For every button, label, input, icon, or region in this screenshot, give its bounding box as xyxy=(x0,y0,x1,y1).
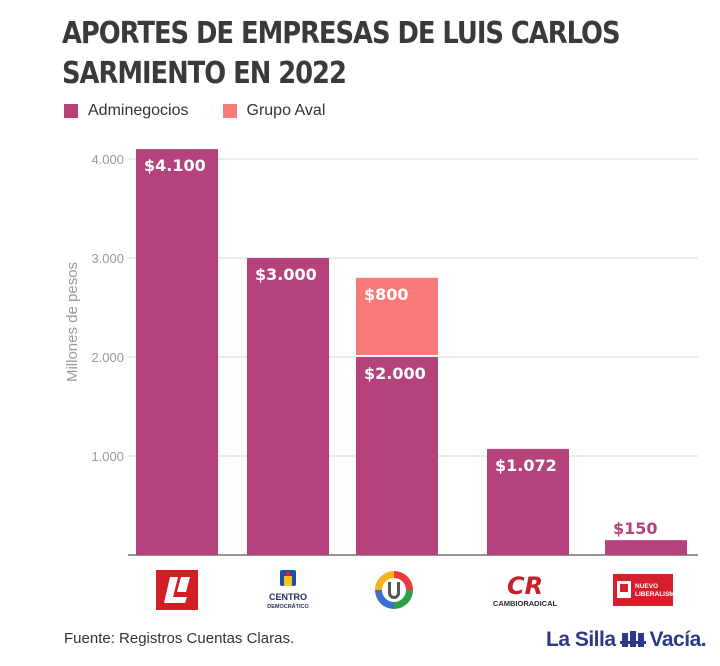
legend-label-grupo-aval: Grupo Aval xyxy=(246,102,326,119)
cambio-logo-text: CAMBIORADICAL xyxy=(493,599,558,608)
y-tick-label: 4.000 xyxy=(91,152,124,167)
data-label: $150 xyxy=(613,519,658,538)
logo-nuevo-liberalismo: NUEVO LIBERALISMO xyxy=(613,574,680,606)
chair-icon xyxy=(619,631,646,647)
legend-swatch-grupo-aval xyxy=(222,104,237,118)
title-line-2: SARMIENTO EN 2022 xyxy=(62,56,347,91)
logo-cambio-radical: CR CAMBIORADICAL xyxy=(493,572,558,608)
data-label: $3.000 xyxy=(255,265,317,284)
bar-grupo-aval-2 xyxy=(356,277,438,355)
bar-adminegocios-2 xyxy=(356,357,438,555)
bar-adminegocios-3 xyxy=(487,448,569,555)
logo-centro-democratico: CENTRO DEMOCRÁTICO xyxy=(267,570,309,610)
legend-swatch-adminegocios xyxy=(64,104,78,118)
bar-adminegocios-1 xyxy=(247,258,329,555)
y-tick-label: 2.000 xyxy=(91,350,124,365)
brand-logo: La Silla Vacía. xyxy=(546,628,707,652)
legend-item-grupo-aval: Grupo Aval xyxy=(222,102,326,120)
cambio-logo-mark: CR xyxy=(507,572,543,600)
data-label: $1.072 xyxy=(495,456,557,475)
legend: Adminegocios Grupo Aval xyxy=(64,100,359,122)
legend-item-adminegocios: Adminegocios xyxy=(64,102,189,120)
data-label: $4.100 xyxy=(144,156,206,175)
bar-adminegocios-4 xyxy=(605,540,687,555)
data-label: $800 xyxy=(364,285,409,304)
bar-layer xyxy=(136,149,687,555)
title-line-1: APORTES DE EMPRESAS DE LUIS CARLOS xyxy=(62,16,621,51)
label-layer: $4.100 $3.000 $2.000 $1.072 $150 $800 xyxy=(144,156,658,538)
bar-adminegocios-0 xyxy=(136,149,218,555)
logo-partido-de-la-u xyxy=(375,571,413,609)
y-tick-label: 1.000 xyxy=(91,449,124,464)
brand-text-2: Vacía. xyxy=(649,628,707,651)
source-note: Fuente: Registros Cuentas Claras. xyxy=(64,630,295,647)
chart-title: APORTES DE EMPRESAS DE LUIS CARLOS SARMI… xyxy=(62,14,621,94)
logo-partido-liberal xyxy=(156,570,198,610)
centro-logo-line-2: DEMOCRÁTICO xyxy=(267,603,309,610)
nuevo-logo-line-2: LIBERALISMO xyxy=(635,591,680,598)
y-tick-label: 3.000 xyxy=(91,251,124,266)
nuevo-logo-line-1: NUEVO xyxy=(635,583,658,590)
grid-layer: 1.000 2.000 3.000 4.000 xyxy=(91,152,698,556)
centro-logo-line-1: CENTRO xyxy=(269,592,307,602)
legend-label-adminegocios: Adminegocios xyxy=(88,102,189,119)
brand-text-1: La Silla xyxy=(546,628,616,651)
data-label: $2.000 xyxy=(364,364,426,383)
y-axis-label: Millones de pesos xyxy=(64,262,81,382)
